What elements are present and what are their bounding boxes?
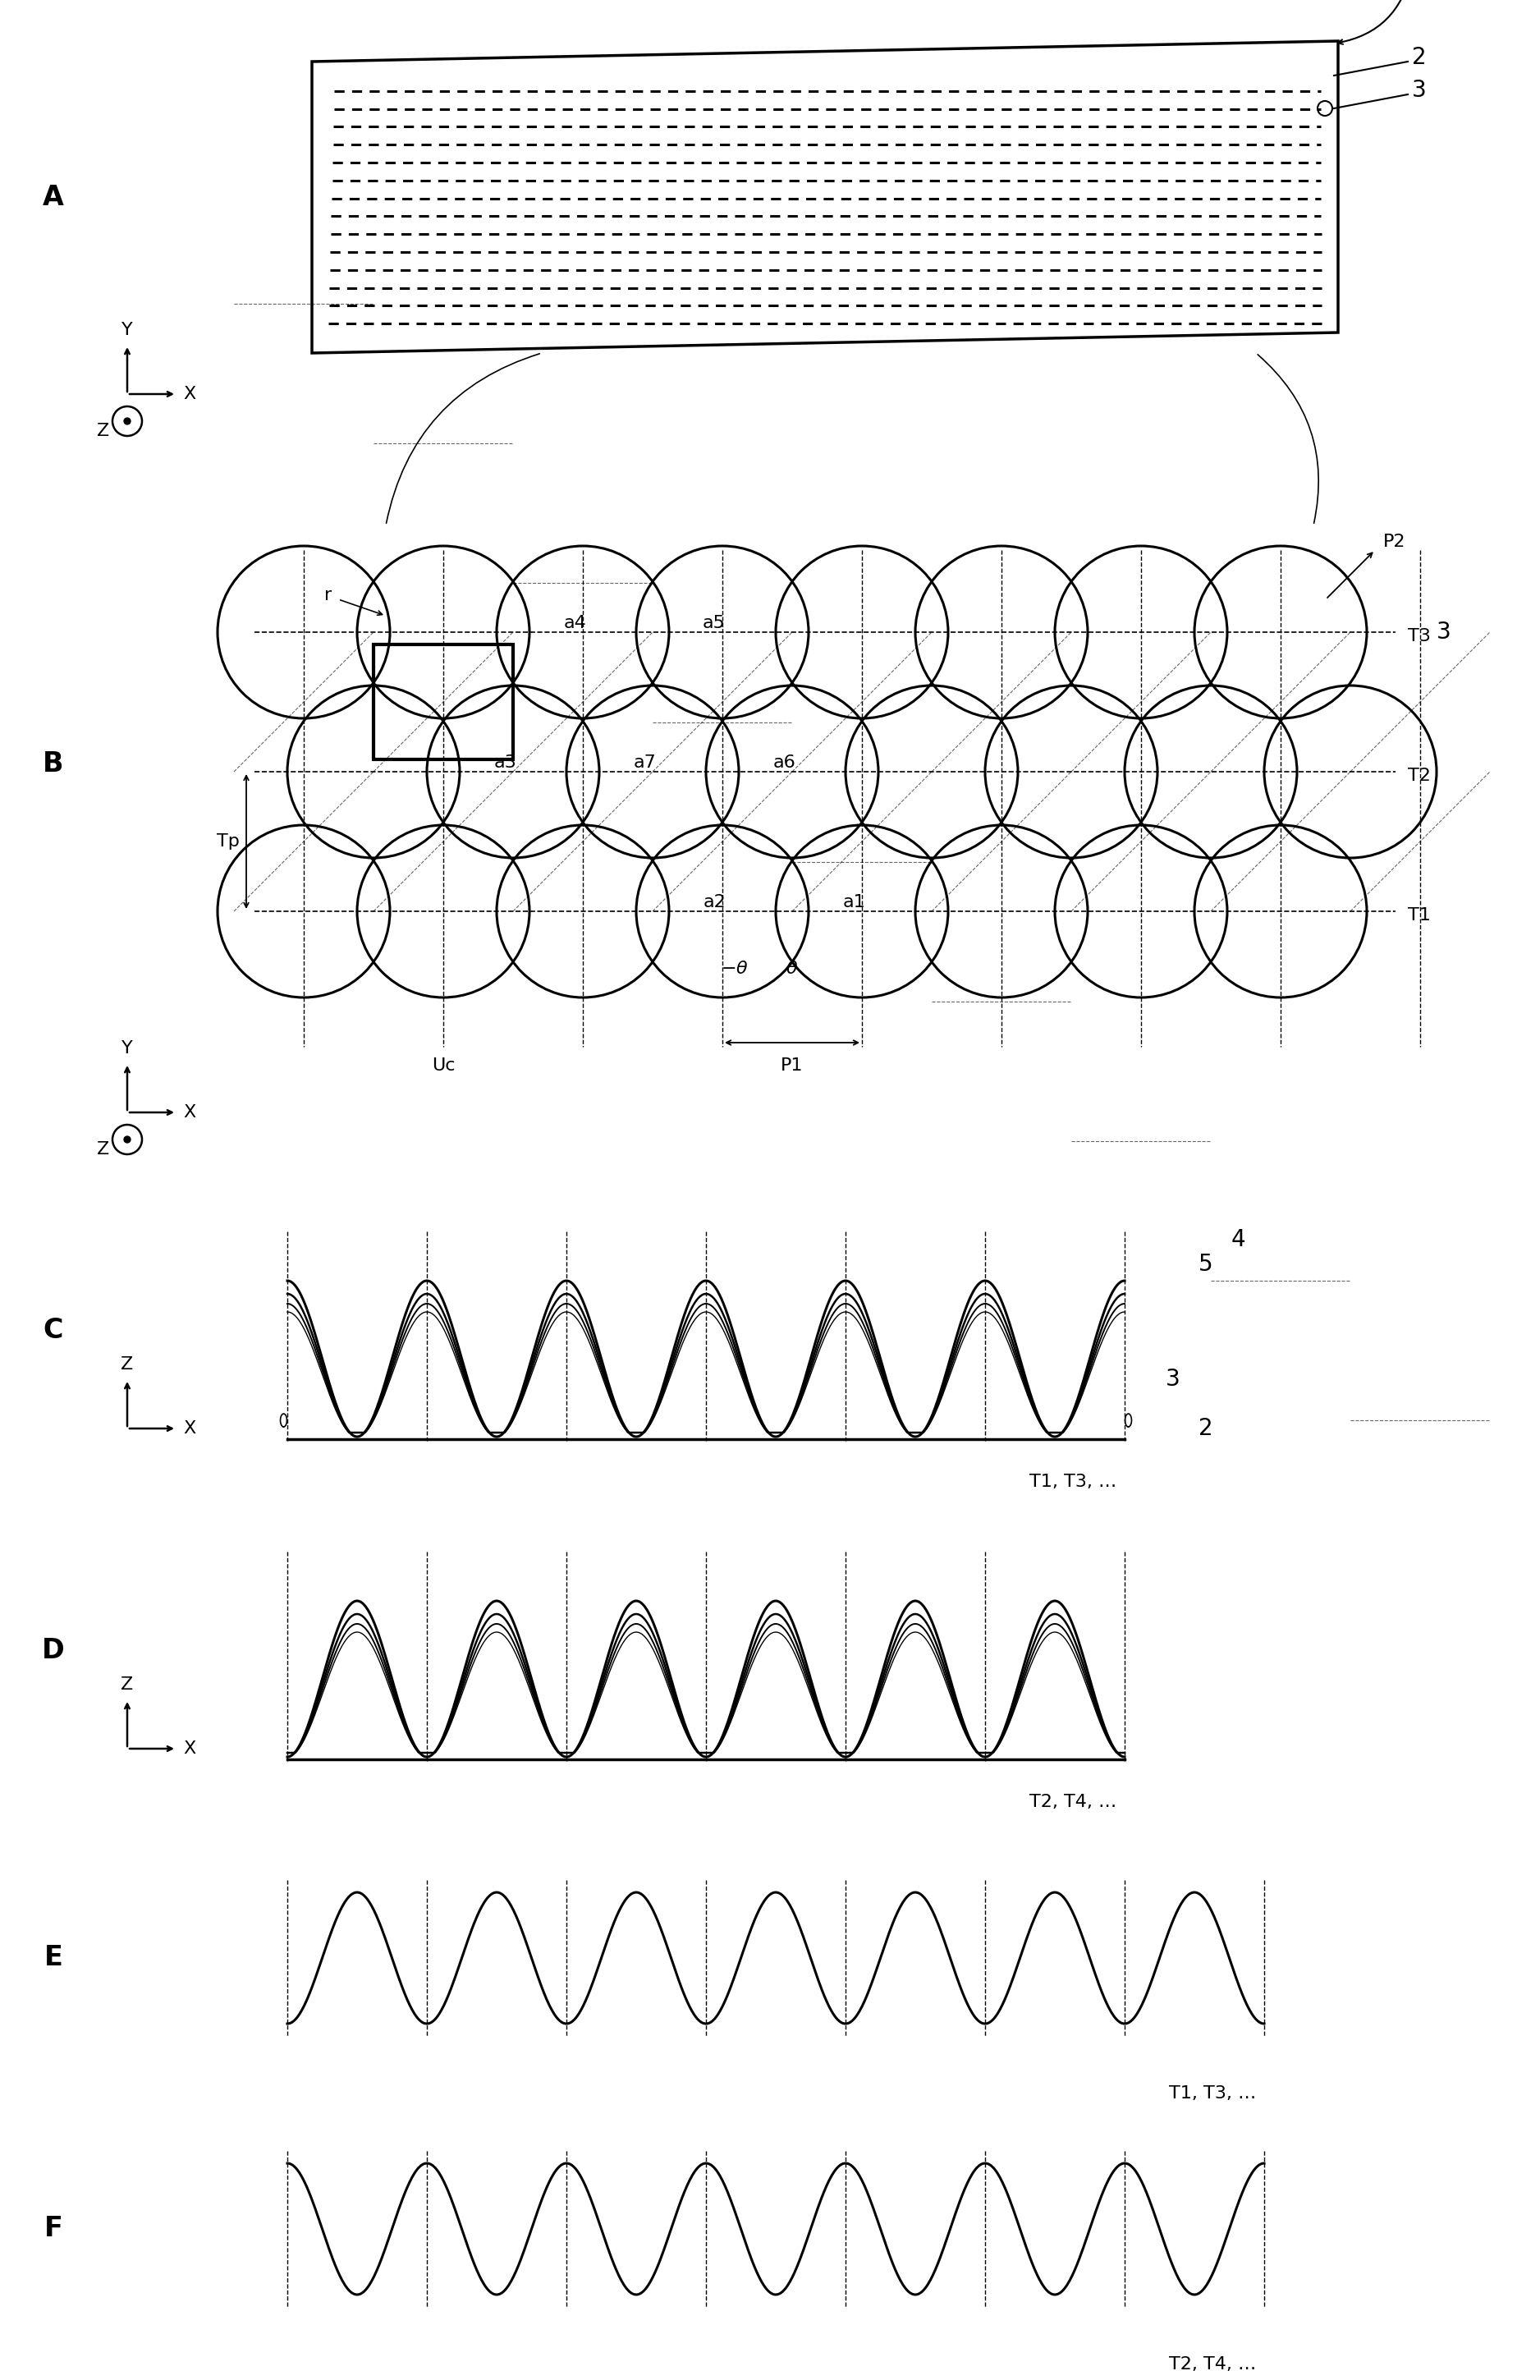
Text: 3: 3 (1437, 621, 1451, 643)
Text: X: X (183, 1421, 196, 1438)
Circle shape (125, 1135, 131, 1142)
Text: T1, T3, …: T1, T3, … (1169, 2085, 1257, 2102)
Text: C: C (43, 1316, 63, 1345)
Text: a3: a3 (493, 754, 516, 771)
Text: A: A (43, 183, 65, 209)
Text: E: E (45, 1944, 63, 1971)
Text: X: X (183, 386, 196, 402)
Polygon shape (288, 1602, 1124, 1761)
Text: Uc: Uc (431, 1057, 454, 1073)
Text: Y: Y (122, 1040, 132, 1057)
Text: a7: a7 (633, 754, 656, 771)
Text: $\theta$: $\theta$ (785, 962, 798, 976)
Polygon shape (288, 1280, 1124, 1440)
Polygon shape (313, 40, 1338, 352)
Text: a2: a2 (702, 895, 725, 912)
Text: 4: 4 (1232, 1228, 1246, 1252)
Text: P2: P2 (1383, 533, 1406, 550)
Text: T1: T1 (1408, 907, 1431, 923)
Text: a1: a1 (842, 895, 865, 912)
Text: Z: Z (122, 1676, 134, 1692)
Text: B: B (43, 750, 63, 776)
Text: 2: 2 (1198, 1416, 1214, 1440)
Text: T2, T4, …: T2, T4, … (1029, 1795, 1116, 1811)
Text: 2: 2 (1412, 45, 1426, 69)
Text: P1: P1 (781, 1057, 804, 1073)
Text: Z: Z (97, 1140, 109, 1157)
Text: Tp: Tp (217, 833, 240, 850)
Text: X: X (183, 1740, 196, 1756)
Text: 3: 3 (1412, 79, 1426, 102)
Text: Z: Z (122, 1357, 134, 1373)
Text: a4: a4 (564, 614, 587, 631)
Text: a6: a6 (773, 754, 795, 771)
Text: T2: T2 (1408, 769, 1431, 783)
Text: 5: 5 (1198, 1252, 1214, 1276)
Text: X: X (183, 1104, 196, 1121)
Circle shape (125, 419, 131, 424)
Text: D: D (42, 1637, 65, 1664)
Text: r: r (325, 588, 333, 605)
Text: T3: T3 (1408, 628, 1431, 645)
Text: F: F (45, 2216, 63, 2242)
Text: Z: Z (97, 424, 109, 440)
Text: 3: 3 (1166, 1368, 1180, 1390)
Text: $-\theta$: $-\theta$ (721, 962, 748, 976)
Text: a5: a5 (702, 614, 725, 631)
Text: T1, T3, …: T1, T3, … (1029, 1473, 1116, 1490)
Text: Y: Y (122, 321, 132, 338)
Text: T2, T4, …: T2, T4, … (1169, 2356, 1257, 2373)
